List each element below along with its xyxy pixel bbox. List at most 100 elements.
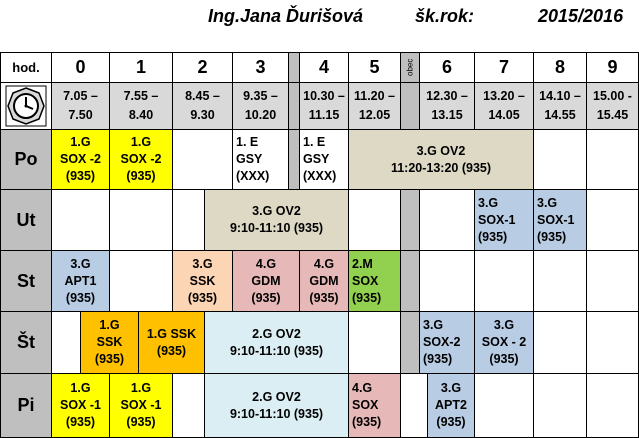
lesson-po-0[interactable]: 1.G SOX -2 (935): [51, 129, 110, 190]
empty-slot: [109, 250, 173, 312]
lesson-st-5[interactable]: 2.M SOX (935): [348, 250, 401, 312]
day-ut: Ut: [0, 189, 52, 251]
time-6: 12.30 – 13.15: [419, 82, 475, 130]
lesson-subject: SOX - 2: [481, 335, 527, 349]
time-9-start: 15.00 -: [593, 89, 632, 103]
lesson-class: 3.G: [423, 318, 444, 332]
lesson-pi-6[interactable]: 3.G APT2 (935): [427, 373, 475, 438]
hour-9: 9: [586, 52, 639, 83]
lesson-class: 1. E: [236, 135, 259, 149]
lesson-room: (935): [94, 352, 125, 366]
lesson-room: (935): [489, 352, 519, 366]
lesson-subject: SOX: [352, 273, 379, 288]
lesson-room: (XXX): [236, 169, 270, 183]
lesson-stv-7[interactable]: 3.G SOX - 2 (935): [474, 311, 534, 374]
time-7-start: 13.20 –: [483, 89, 525, 103]
time-0-end: 7.50: [68, 108, 93, 122]
lesson-class: 3.G: [440, 381, 462, 395]
lesson-st-2[interactable]: 3.G SSK (935): [172, 250, 233, 312]
empty-slot: [474, 373, 534, 438]
lesson-class: 2.G OV2: [252, 326, 301, 341]
lesson-class: 4.G: [352, 381, 373, 395]
empty-slot: [586, 129, 639, 190]
lesson-subject: SSK: [189, 273, 216, 288]
lesson-subject: SOX -1: [120, 398, 162, 412]
hour-0: 0: [51, 52, 110, 83]
time-4: 10.30 – 11.15: [299, 82, 349, 130]
time-6-start: 12.30 –: [426, 89, 468, 103]
time-8: 14.10 – 14.55: [533, 82, 587, 130]
lesson-subject: APT2: [435, 398, 467, 412]
empty-slot: [348, 189, 401, 251]
lesson-stv-0[interactable]: 1.G SSK (935): [80, 311, 139, 374]
lesson-po-3[interactable]: 1. E GSY (XXX): [232, 129, 289, 190]
empty-slot: [51, 189, 110, 251]
lesson-room: (935): [126, 169, 156, 183]
time-4-end: 11.15: [308, 108, 340, 122]
lesson-class: 3.G OV2: [416, 143, 466, 158]
lesson-room: (935): [352, 290, 382, 305]
lesson-class: 2.M: [352, 256, 373, 271]
time-7-end: 14.05: [488, 108, 520, 122]
lesson-po-4[interactable]: 1. E GSY (XXX): [299, 129, 349, 190]
lesson-pi-2-4[interactable]: 2.G OV2 9:10-11:10 (935): [204, 373, 349, 438]
timetable-grid: hod. 0 1 2 3 4 5 obec 6 7 8 9 7.05 – 7.50…: [0, 52, 639, 438]
lesson-subject: SOX -2: [120, 152, 162, 166]
lesson-room: (935): [156, 343, 187, 358]
day-st: St: [0, 250, 52, 312]
lesson-time-room: 9:10-11:10 (935): [229, 406, 324, 421]
lesson-class: 3.G: [478, 195, 499, 210]
empty-slot: [172, 189, 205, 251]
time-9-end: 15.45: [596, 108, 629, 122]
school-year: 2015/2016: [538, 6, 624, 26]
lesson-po-5-6[interactable]: 3.G OV2 11:20-13:20 (935): [348, 129, 534, 190]
obec-label: obec: [400, 52, 420, 83]
lesson-class: 4.G: [313, 256, 335, 271]
lesson-time-room: 11:20-13:20 (935): [390, 160, 492, 175]
hod-label: hod.: [0, 52, 52, 83]
empty-slot: [586, 373, 639, 438]
lesson-po-1[interactable]: 1.G SOX -2 (935): [109, 129, 173, 190]
day-stv: Št: [0, 311, 52, 374]
empty-slot: [109, 189, 173, 251]
hour-4: 4: [299, 52, 349, 83]
lesson-st-0[interactable]: 3.G APT1 (935): [51, 250, 110, 312]
empty-slot: [172, 373, 205, 438]
lesson-stv-6[interactable]: 3.G SOX-2 (935): [419, 311, 475, 374]
lesson-pi-5[interactable]: 4.G SOX (935): [348, 373, 401, 438]
obec-column: [400, 189, 420, 251]
lesson-st-3[interactable]: 4.G GDM (935): [232, 250, 300, 312]
empty-slot: [419, 250, 475, 312]
lesson-class: 3.G OV2: [252, 204, 301, 218]
empty-slot: [586, 189, 639, 251]
lesson-room: (935): [352, 415, 382, 429]
empty-slot: [533, 373, 587, 438]
empty-slot: [400, 373, 428, 438]
lesson-subject: SOX-2: [423, 335, 461, 349]
lesson-ut-2-4[interactable]: 3.G OV2 9:10-11:10 (935): [204, 189, 349, 251]
lesson-st-4[interactable]: 4.G GDM (935): [299, 250, 349, 312]
lesson-ut-7[interactable]: 3.G SOX-1 (935): [474, 189, 534, 251]
lesson-pi-0[interactable]: 1.G SOX -1 (935): [51, 373, 110, 438]
obec-column: [400, 82, 420, 130]
lesson-ut-8[interactable]: 3.G SOX-1 (935): [533, 189, 587, 251]
day-po: Po: [0, 129, 52, 190]
time-9: 15.00 - 15.45: [586, 82, 639, 130]
time-2-end: 9.30: [190, 108, 215, 122]
empty-slot: [474, 250, 534, 312]
lesson-stv-1[interactable]: 1.G SSK (935): [138, 311, 205, 374]
lesson-pi-1[interactable]: 1.G SOX -1 (935): [109, 373, 173, 438]
lesson-subject: GDM: [309, 273, 339, 288]
hour-7: 7: [474, 52, 534, 83]
lesson-subject: GDM: [251, 273, 281, 288]
time-2-start: 8.45 –: [185, 89, 220, 103]
time-5-start: 11.20 –: [353, 89, 395, 103]
lesson-subject: SSK: [96, 335, 123, 349]
time-3: 9.35 – 10.20: [232, 82, 289, 130]
lesson-stv-2-4[interactable]: 2.G OV2 9:10-11:10 (935): [204, 311, 349, 374]
lesson-subject: APT1: [64, 273, 97, 288]
empty-slot: [348, 311, 401, 374]
lesson-room: (935): [478, 229, 508, 244]
hour-3: 3: [232, 52, 289, 83]
lesson-subject: SOX: [352, 398, 379, 412]
